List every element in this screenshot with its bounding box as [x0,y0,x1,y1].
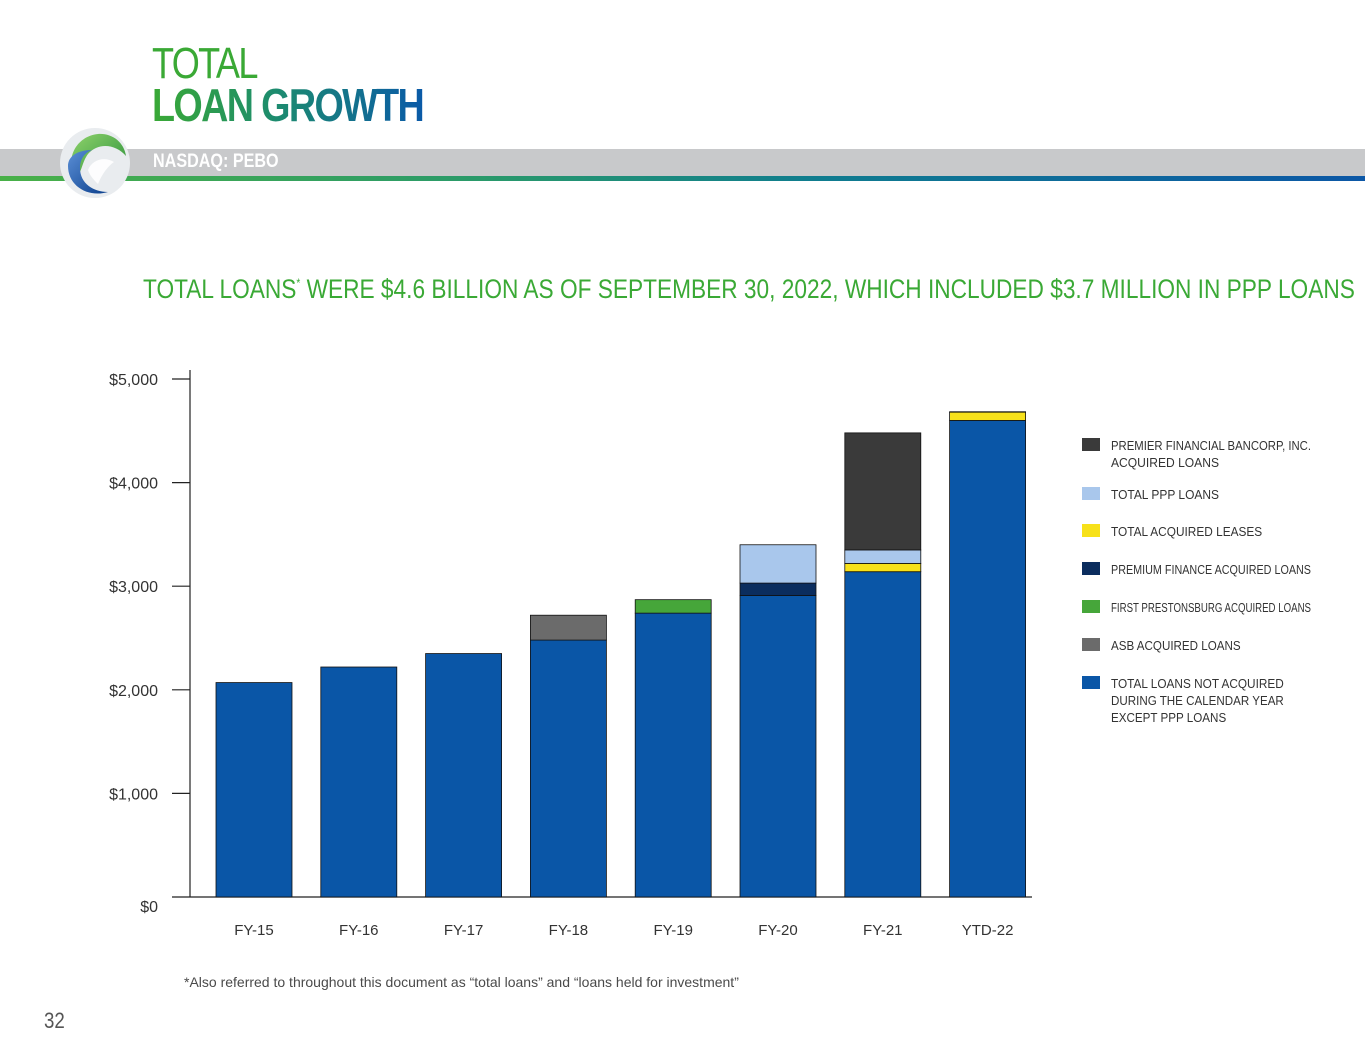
x-tick-label: FY-21 [863,922,902,939]
bar-ppp-fy-20 [739,544,817,584]
bar-not_acquired-fy-16 [320,666,398,898]
bar-not_acquired-fy-17 [425,653,503,898]
legend-label-premium_finance: PREMIUM FINANCE ACQUIRED LOANS [1111,562,1311,577]
title-line-2: LOAN GROWTH [152,79,425,131]
x-tick-label: FY-15 [234,922,273,939]
bar-not_acquired-fy-20 [739,595,817,898]
legend-swatch-ppp [1082,487,1100,500]
y-tick-label: $5,000 [109,372,158,389]
header-band [0,149,1365,176]
y-tick-label: $0 [140,899,158,916]
x-tick-label: FY-19 [653,922,692,939]
bar-premier-fy-21 [844,432,922,551]
legend-label-premier: ACQUIRED LOANS [1111,455,1219,470]
bar-not_acquired-fy-18 [530,639,607,898]
legend-swatch-first_prestonsburg [1082,600,1100,613]
bar-first_prestonsburg-fy-19 [634,599,712,614]
bar-acquired_leases-ytd-22 [949,411,1026,421]
bar-acquired_leases-fy-21 [844,563,922,573]
headline-part-2: WERE $4.6 BILLION AS OF SEPTEMBER 30, 20… [300,274,1355,304]
legend-label-ppp: TOTAL PPP LOANS [1111,487,1219,502]
page-number: 32 [44,1008,65,1033]
x-tick-label: FY-18 [549,922,588,939]
legend-label-first_prestonsburg: FIRST PRESTONSBURG ACQUIRED LOANS [1111,600,1311,615]
legend-label-acquired_leases: TOTAL ACQUIRED LEASES [1111,524,1262,539]
bar-ppp-fy-21 [844,549,922,564]
headline-footnote-marker: * [296,276,301,290]
x-tick-label: FY-17 [444,922,483,939]
company-logo-icon [60,128,130,198]
legend-label-not_acquired: DURING THE CALENDAR YEAR [1111,693,1284,708]
bar-asb-fy-18 [530,614,607,641]
legend-label-not_acquired: EXCEPT PPP LOANS [1111,710,1226,725]
y-tick-label: $1,000 [109,786,158,803]
header-stripe [0,176,1365,181]
headline-part-1: TOTAL LOANS [143,274,297,304]
bar-premium_finance-fy-20 [739,582,817,596]
x-tick-label: FY-20 [758,922,797,939]
legend-label-not_acquired: TOTAL LOANS NOT ACQUIRED [1111,676,1284,691]
y-tick-label: $4,000 [109,476,158,493]
footnote: *Also referred to throughout this docume… [184,974,739,990]
x-tick-label: YTD-22 [962,922,1014,939]
y-tick-label: $3,000 [109,579,158,596]
legend-swatch-acquired_leases [1082,524,1100,537]
bar-not_acquired-fy-21 [844,571,922,898]
page-title: TOTAL LOAN GROWTH [152,39,483,131]
legend-swatch-asb [1082,638,1100,651]
legend-swatch-premium_finance [1082,562,1100,575]
ticker-symbol: NASDAQ: PEBO [153,151,279,172]
headline: TOTAL LOANS* WERE $4.6 BILLION AS OF SEP… [143,274,1355,305]
bar-not_acquired-ytd-22 [949,420,1026,898]
x-tick-label: FY-16 [339,922,378,939]
legend-label-asb: ASB ACQUIRED LOANS [1111,638,1241,653]
y-tick-label: $2,000 [109,683,158,700]
legend-label-premier: PREMIER FINANCIAL BANCORP, INC. [1111,438,1311,453]
legend-swatch-premier [1082,438,1100,451]
bar-not_acquired-fy-19 [634,612,712,898]
bar-not_acquired-fy-15 [215,682,293,898]
title-line-1: TOTAL [152,39,258,88]
legend-swatch-not_acquired [1082,676,1100,689]
